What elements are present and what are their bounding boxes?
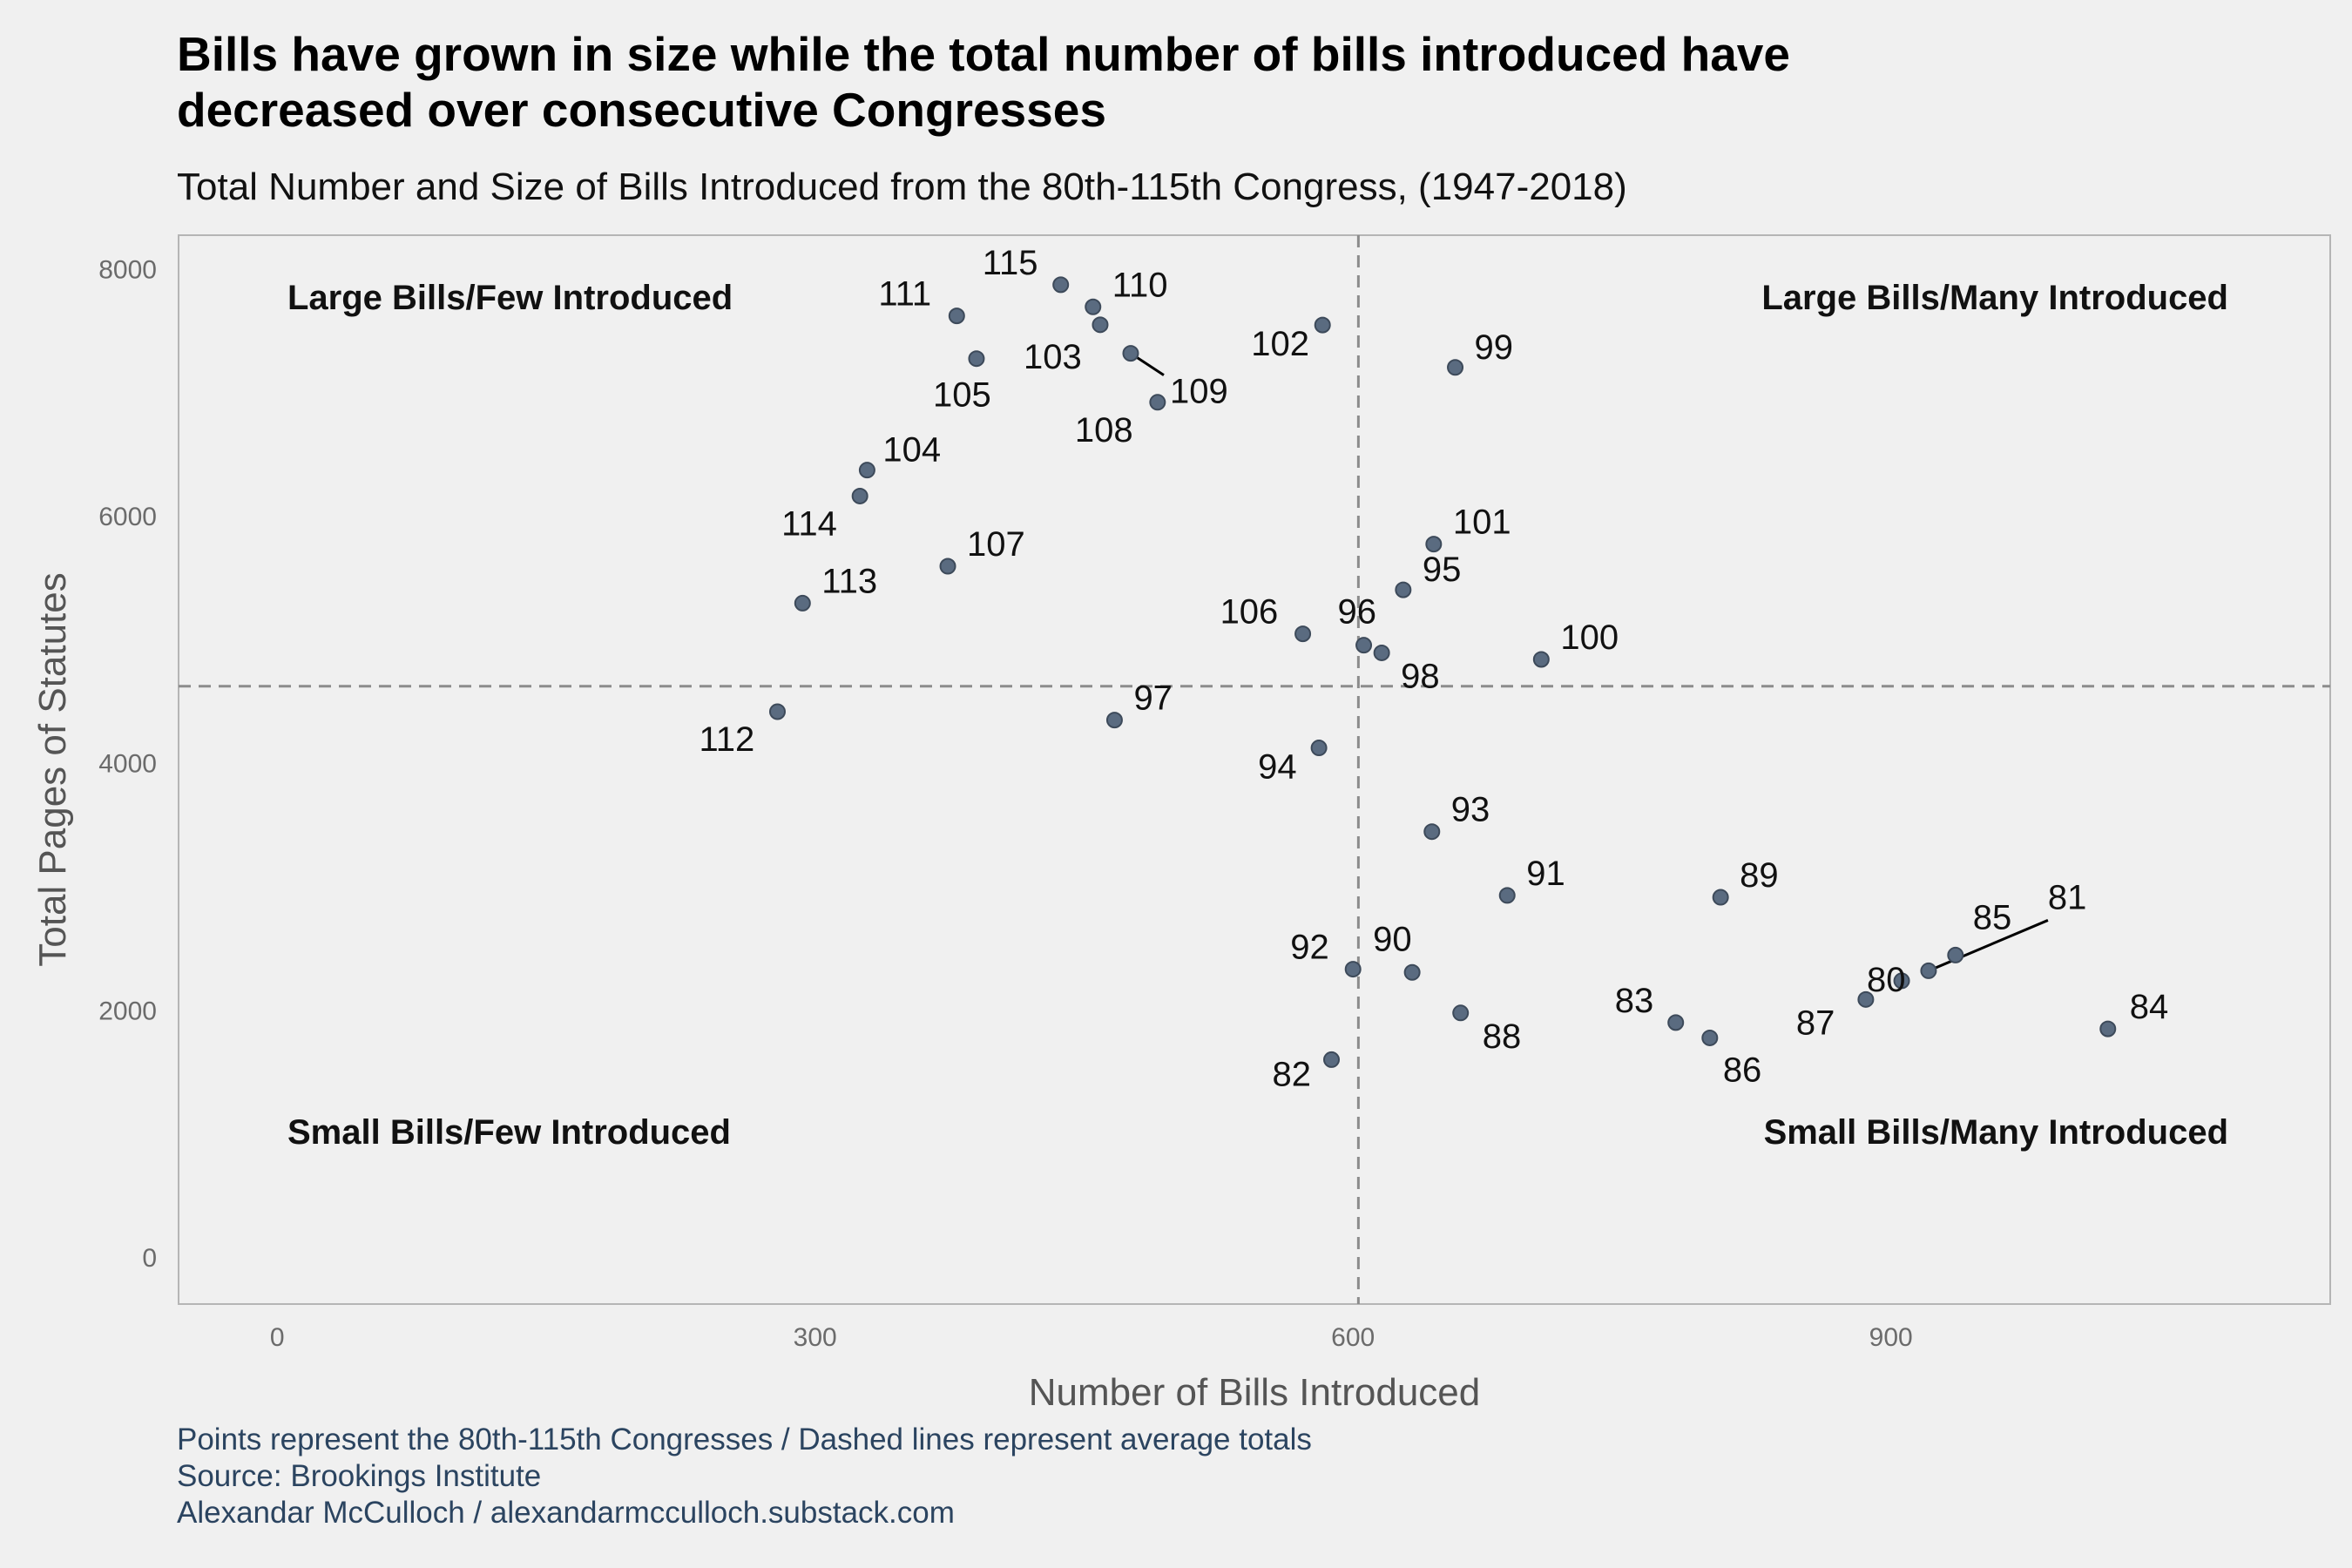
label-leader-line bbox=[1928, 919, 2049, 972]
y-tick-label: 6000 bbox=[98, 503, 157, 531]
quadrant-label: Small Bills/Many Introduced bbox=[1764, 1113, 2228, 1152]
plot-panel bbox=[178, 234, 2331, 1305]
y-tick-label: 8000 bbox=[98, 255, 157, 284]
point-label: 86 bbox=[1723, 1051, 1762, 1089]
point-label: 115 bbox=[983, 244, 1038, 282]
point-label: 80 bbox=[1867, 961, 1906, 999]
point-label: 104 bbox=[882, 431, 941, 470]
point-label: 88 bbox=[1483, 1017, 1522, 1056]
point-label: 108 bbox=[1075, 411, 1133, 449]
scatter-chart: 0 300 600 900 0 2000 4000 6000 8000 Number of Bil… bbox=[31, 234, 2331, 1414]
data-point bbox=[1395, 581, 1412, 598]
data-point bbox=[851, 487, 868, 504]
x-axis-title: Number of Bills Introduced bbox=[1029, 1371, 1480, 1414]
data-point bbox=[858, 462, 875, 479]
data-point bbox=[768, 703, 786, 720]
point-label: 91 bbox=[1526, 855, 1565, 893]
data-point bbox=[1920, 962, 1937, 979]
data-point bbox=[1498, 887, 1516, 904]
point-label: 85 bbox=[1973, 898, 2012, 936]
data-point bbox=[2099, 1020, 2117, 1037]
point-label: 95 bbox=[1423, 551, 1462, 589]
point-label: 105 bbox=[933, 376, 991, 415]
point-label: 97 bbox=[1133, 679, 1173, 718]
data-point bbox=[1085, 298, 1102, 315]
x-tick-label: 600 bbox=[1331, 1323, 1375, 1352]
point-label: 82 bbox=[1273, 1055, 1312, 1093]
point-label: 109 bbox=[1170, 373, 1228, 411]
caption-note: Points represent the 80th-115th Congress… bbox=[177, 1423, 1312, 1456]
data-point bbox=[794, 594, 811, 612]
data-point bbox=[1893, 972, 1910, 990]
data-point bbox=[1344, 961, 1362, 978]
x-tick-label: 0 bbox=[270, 1323, 285, 1352]
chart-title: Bills have grown in size while the total… bbox=[177, 26, 2180, 138]
point-label: 83 bbox=[1615, 982, 1654, 1020]
chart-subtitle: Total Number and Size of Bills Introduce… bbox=[177, 166, 1627, 208]
point-label: 90 bbox=[1373, 920, 1412, 958]
point-label: 84 bbox=[2130, 988, 2169, 1026]
data-point bbox=[1452, 1004, 1470, 1022]
data-point bbox=[1105, 712, 1123, 729]
point-label: 103 bbox=[1024, 338, 1082, 376]
data-point bbox=[1323, 1051, 1341, 1068]
data-point bbox=[1355, 637, 1373, 654]
point-label: 110 bbox=[1112, 266, 1168, 304]
point-label: 87 bbox=[1796, 1004, 1835, 1042]
caption-author: Alexandar McCulloch / alexandarmcculloch… bbox=[177, 1496, 955, 1530]
chart-caption: Points represent the 80th-115th Congress… bbox=[177, 1422, 1312, 1531]
data-point bbox=[1701, 1029, 1719, 1046]
point-label: 106 bbox=[1220, 593, 1279, 632]
data-point bbox=[1052, 276, 1070, 294]
data-point bbox=[1947, 946, 1964, 963]
data-point bbox=[1667, 1014, 1685, 1031]
point-label: 98 bbox=[1401, 657, 1440, 695]
data-point bbox=[948, 308, 965, 325]
chart-title-line-1: Bills have grown in size while the total… bbox=[177, 27, 1790, 81]
chart-title-line-2: decreased over consecutive Congresses bbox=[177, 83, 1106, 137]
data-point bbox=[1092, 316, 1109, 334]
point-label: 96 bbox=[1338, 593, 1377, 632]
point-label: 101 bbox=[1453, 504, 1511, 542]
point-label: 113 bbox=[821, 562, 877, 600]
quadrant-label: Large Bills/Many Introduced bbox=[1761, 279, 2228, 317]
point-label: 99 bbox=[1475, 328, 1514, 367]
data-point bbox=[968, 350, 985, 368]
point-label: 112 bbox=[699, 720, 754, 759]
quadrant-label: Large Bills/Few Introduced bbox=[287, 279, 733, 317]
point-label: 111 bbox=[878, 275, 931, 314]
caption-source: Source: Brookings Institute bbox=[177, 1459, 542, 1493]
point-label: 93 bbox=[1451, 791, 1490, 829]
y-axis-title: Total Pages of Statutes bbox=[31, 572, 74, 967]
data-point bbox=[1373, 644, 1390, 661]
data-point bbox=[1310, 740, 1328, 757]
point-label: 81 bbox=[2048, 878, 2087, 916]
data-point bbox=[939, 558, 956, 575]
point-label: 102 bbox=[1251, 325, 1309, 363]
data-point bbox=[1314, 316, 1331, 334]
data-point bbox=[1532, 651, 1550, 668]
data-point bbox=[1447, 359, 1464, 376]
x-tick-label: 300 bbox=[794, 1323, 837, 1352]
y-tick-label: 4000 bbox=[98, 750, 157, 779]
point-label: 114 bbox=[781, 504, 837, 543]
point-label: 89 bbox=[1740, 856, 1779, 895]
data-point bbox=[1122, 345, 1139, 362]
point-label: 92 bbox=[1290, 929, 1329, 967]
y-tick-label: 2000 bbox=[98, 997, 157, 1025]
data-point bbox=[1425, 536, 1443, 553]
quadrant-label: Small Bills/Few Introduced bbox=[287, 1113, 731, 1152]
data-point bbox=[1423, 823, 1441, 841]
point-label: 100 bbox=[1560, 618, 1619, 657]
data-point bbox=[1403, 963, 1421, 981]
data-point bbox=[1857, 990, 1875, 1008]
point-label: 107 bbox=[967, 525, 1025, 564]
x-tick-label: 900 bbox=[1869, 1323, 1913, 1352]
data-point bbox=[1149, 394, 1166, 411]
data-point bbox=[1712, 889, 1729, 906]
point-label: 94 bbox=[1258, 748, 1297, 787]
data-point bbox=[1294, 625, 1312, 643]
y-tick-label: 0 bbox=[142, 1244, 157, 1273]
